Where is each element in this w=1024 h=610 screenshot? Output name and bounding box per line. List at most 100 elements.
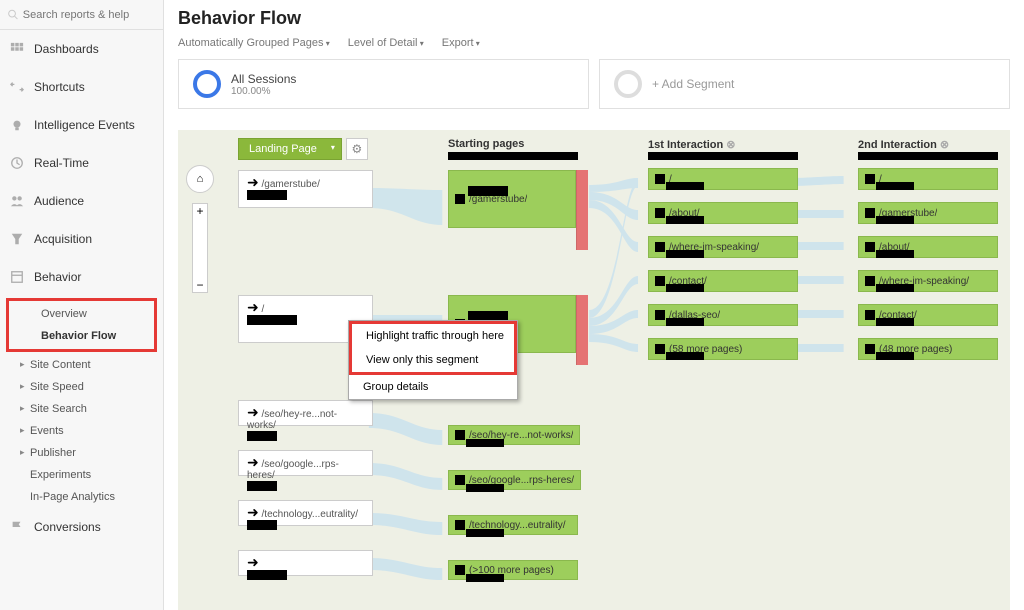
source-node[interactable]: ➜ <box>238 550 373 576</box>
source-node[interactable]: ➜ /gamerstube/ <box>238 170 373 208</box>
segment-add[interactable]: + Add Segment <box>599 59 1010 109</box>
people-icon <box>10 194 24 208</box>
flag-icon <box>10 520 24 534</box>
redacted <box>466 529 504 537</box>
nav-label: Intelligence Events <box>34 118 135 132</box>
arrow-icon: ➜ <box>247 299 259 315</box>
context-item-view-segment[interactable]: View only this segment <box>352 348 514 372</box>
close-icon[interactable]: ⊗ <box>723 139 735 151</box>
nav-realtime[interactable]: Real-Time <box>0 144 163 182</box>
page-icon <box>655 208 665 218</box>
sub-site-search[interactable]: Site Search <box>0 398 163 420</box>
flow-area[interactable]: ⌂ + − Landing Page ⚙ Starting pages1st I… <box>178 130 1010 610</box>
sub-publisher[interactable]: Publisher <box>0 442 163 464</box>
redacted <box>247 520 277 530</box>
toolbar-detail[interactable]: Level of Detail <box>348 37 424 49</box>
arrow-icon: ➜ <box>247 454 259 470</box>
nav-behavior[interactable]: Behavior <box>0 258 163 296</box>
behavior-sub-list: Overview Behavior Flow Site Content Site… <box>0 298 163 508</box>
redacted <box>666 318 704 326</box>
page-icon <box>865 174 875 184</box>
page-icon <box>455 430 465 440</box>
sub-events[interactable]: Events <box>0 420 163 442</box>
context-highlight-box: Highlight traffic through here View only… <box>349 321 517 375</box>
zoom-in-button[interactable]: + <box>193 204 207 218</box>
page-icon <box>655 174 665 184</box>
redacted <box>876 182 914 190</box>
nav-dashboards[interactable]: Dashboards <box>0 30 163 68</box>
dimension-selector: Landing Page ⚙ <box>238 138 368 160</box>
redacted <box>247 481 277 491</box>
column-bar <box>858 152 998 160</box>
source-label: / <box>262 304 265 315</box>
source-node[interactable]: ➜ /technology...eutrality/ <box>238 500 373 526</box>
page-icon <box>865 208 875 218</box>
redacted <box>468 186 508 196</box>
redacted <box>466 439 504 447</box>
nav-label: Acquisition <box>34 232 92 246</box>
segment-add-label: + Add Segment <box>652 77 734 91</box>
zoom-slider[interactable]: + − <box>192 203 208 293</box>
nav-acquisition[interactable]: Acquisition <box>0 220 163 258</box>
zoom-out-button[interactable]: − <box>193 278 207 292</box>
page-icon <box>655 310 665 320</box>
nav-audience[interactable]: Audience <box>0 182 163 220</box>
gear-button[interactable]: ⚙ <box>346 138 368 160</box>
arrows-icon <box>10 80 24 94</box>
search-box[interactable] <box>0 0 163 30</box>
toolbar-export[interactable]: Export <box>442 37 480 49</box>
context-item-group-details[interactable]: Group details <box>349 375 517 399</box>
nav-label: Real-Time <box>34 156 89 170</box>
nav-label: Dashboards <box>34 42 99 56</box>
nav-label: Conversions <box>34 520 101 534</box>
home-button[interactable]: ⌂ <box>186 165 214 193</box>
source-label: /seo/google...rps-heres/ <box>247 459 339 481</box>
dimension-button[interactable]: Landing Page <box>238 138 342 160</box>
sub-site-speed[interactable]: Site Speed <box>0 376 163 398</box>
redacted <box>247 431 277 441</box>
segment-circle-empty-icon <box>614 70 642 98</box>
dropoff-bar <box>576 170 588 250</box>
page-icon <box>655 242 665 252</box>
nav-conversions[interactable]: Conversions <box>0 508 163 546</box>
sub-site-content[interactable]: Site Content <box>0 354 163 376</box>
close-icon[interactable]: ⊗ <box>937 139 949 151</box>
sub-experiments[interactable]: Experiments <box>0 464 163 486</box>
redacted <box>666 182 704 190</box>
page-icon <box>865 310 875 320</box>
sub-behavior-flow[interactable]: Behavior Flow <box>11 325 152 347</box>
context-menu: Highlight traffic through here View only… <box>348 320 518 400</box>
page-title: Behavior Flow <box>178 8 1010 29</box>
highlight-box: Overview Behavior Flow <box>6 298 157 352</box>
context-item-highlight[interactable]: Highlight traffic through here <box>352 324 514 348</box>
box-icon <box>10 270 24 284</box>
flow-controls: ⌂ + − <box>186 165 214 293</box>
segment-value: 100.00% <box>231 86 296 97</box>
page-icon <box>455 475 465 485</box>
clock-icon <box>10 156 24 170</box>
column-header: 2nd Interaction ⊗ <box>858 138 949 151</box>
sidebar: Dashboards Shortcuts Intelligence Events… <box>0 0 164 610</box>
toolbar-grouping[interactable]: Automatically Grouped Pages <box>178 37 330 49</box>
page-icon <box>455 520 465 530</box>
redacted <box>666 352 704 360</box>
segment-row: All Sessions 100.00% + Add Segment <box>164 59 1024 119</box>
sub-inpage[interactable]: In-Page Analytics <box>0 486 163 508</box>
nav-label: Shortcuts <box>34 80 85 94</box>
segment-circle-icon <box>193 70 221 98</box>
source-node[interactable]: ➜ /seo/google...rps-heres/ <box>238 450 373 476</box>
arrow-icon: ➜ <box>247 174 259 190</box>
page-node[interactable]: /gamerstube/ <box>448 170 588 228</box>
segment-all-sessions[interactable]: All Sessions 100.00% <box>178 59 589 109</box>
redacted <box>666 284 704 292</box>
sub-overview[interactable]: Overview <box>11 303 152 325</box>
arrow-icon: ➜ <box>247 554 259 570</box>
arrow-icon: ➜ <box>247 404 259 420</box>
search-input[interactable] <box>23 9 155 21</box>
redacted <box>666 250 704 258</box>
page-icon <box>865 344 875 354</box>
nav-intelligence[interactable]: Intelligence Events <box>0 106 163 144</box>
redacted <box>876 318 914 326</box>
nav-shortcuts[interactable]: Shortcuts <box>0 68 163 106</box>
source-node[interactable]: ➜ /seo/hey-re...not-works/ <box>238 400 373 426</box>
